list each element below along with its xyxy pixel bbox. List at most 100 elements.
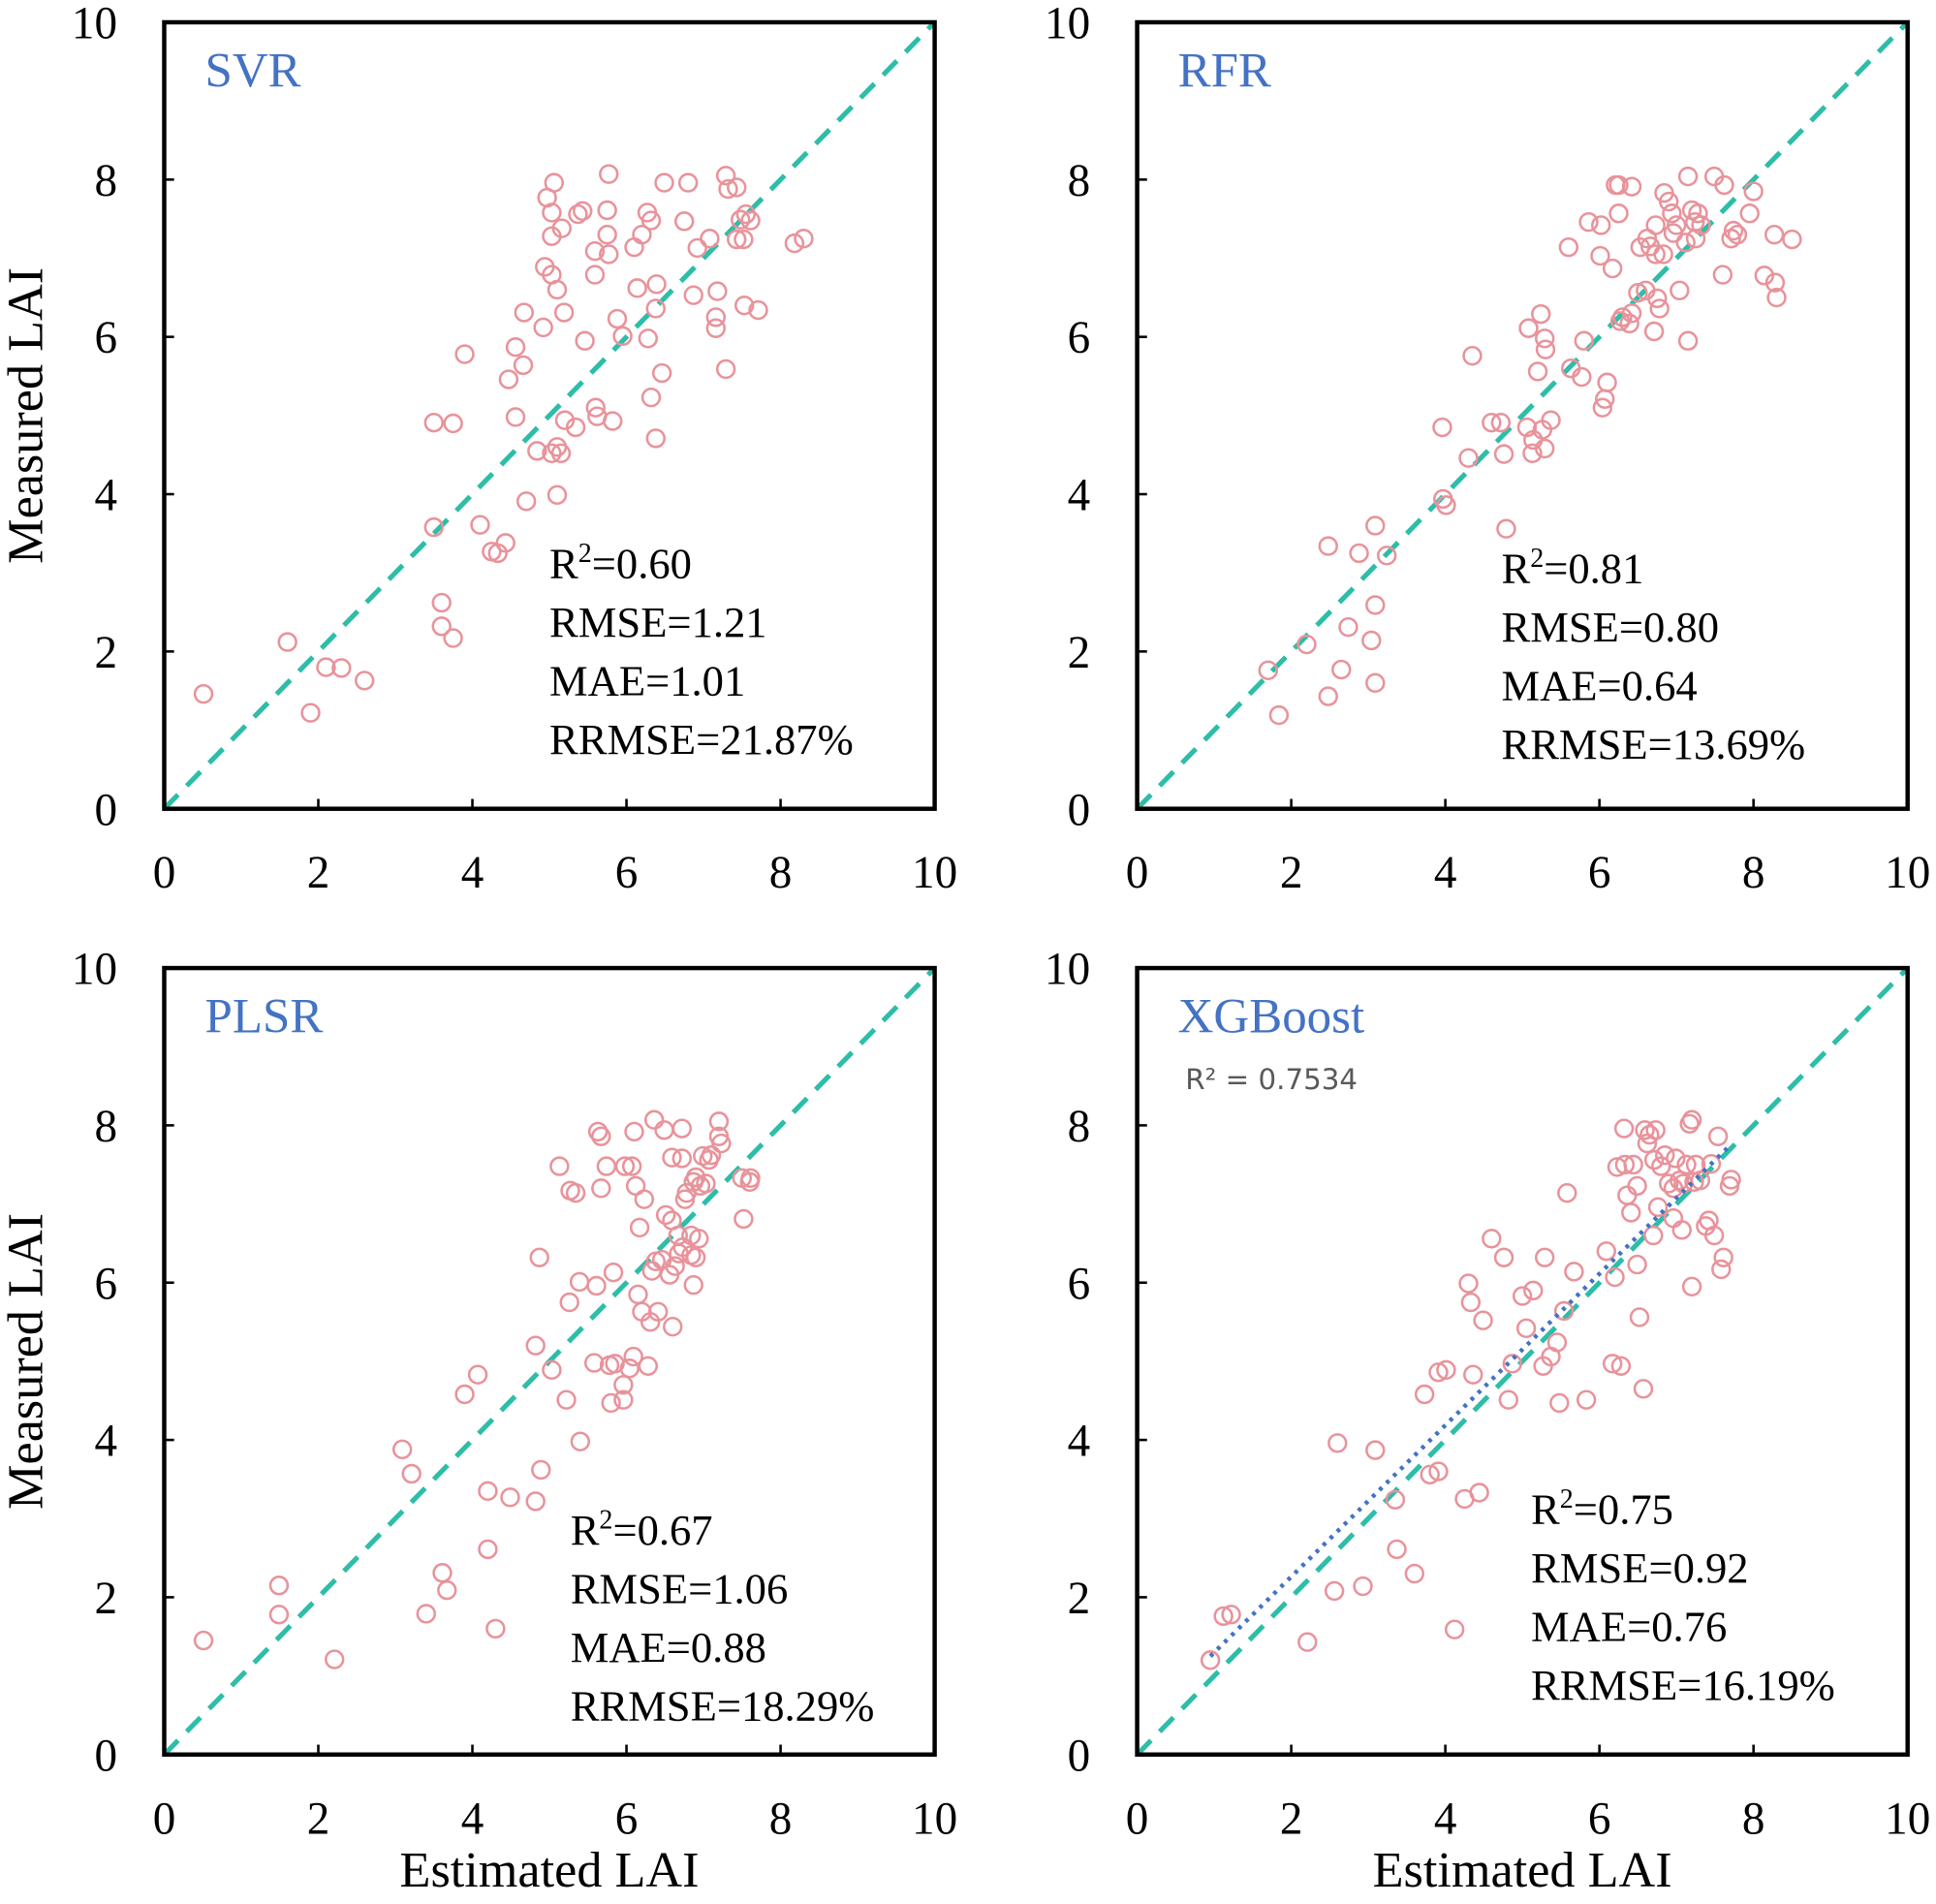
data-point	[1597, 372, 1617, 392]
data-point	[1318, 536, 1338, 556]
data-point	[1681, 1109, 1702, 1130]
data-point	[1258, 660, 1278, 681]
y-tick-label: 0	[1068, 785, 1091, 835]
data-point	[727, 229, 747, 250]
data-point	[573, 201, 593, 222]
data-point	[1541, 410, 1561, 430]
data-point	[1670, 280, 1690, 300]
data-point	[734, 1208, 754, 1230]
data-point	[515, 491, 537, 512]
data-point	[1361, 630, 1382, 651]
data-point	[1681, 1276, 1702, 1296]
data-point	[355, 671, 375, 691]
data-point	[1493, 444, 1514, 464]
data-point	[1764, 224, 1785, 245]
stat-line: RMSE=0.80	[1501, 603, 1719, 651]
data-point	[655, 1204, 676, 1226]
data-point	[316, 657, 336, 677]
stat-line: RMSE=0.92	[1531, 1544, 1749, 1592]
data-point	[1590, 245, 1610, 266]
data-point	[565, 1183, 586, 1203]
panel-plsr: 0 2 4 6 8 10 0 2 4 6 8 10 PLSR R2=0.67 RMSE=1.06 MAE=0.…	[0, 945, 957, 1898]
data-point	[1546, 1332, 1568, 1353]
y-tick-label: 4	[1068, 471, 1091, 521]
data-point	[1621, 303, 1642, 324]
data-point	[423, 412, 444, 433]
data-point	[1365, 595, 1386, 615]
x-tick-label: 6	[615, 848, 639, 898]
data-point	[597, 200, 617, 221]
data-point	[431, 616, 452, 637]
data-point	[1629, 1307, 1650, 1327]
data-point	[1666, 215, 1687, 235]
data-point	[505, 337, 526, 358]
data-point	[1712, 265, 1733, 285]
data-point	[1353, 1576, 1373, 1597]
data-point	[599, 164, 619, 184]
data-point	[687, 237, 707, 259]
data-point	[1621, 1202, 1641, 1223]
data-point	[1365, 515, 1386, 536]
data-point	[715, 166, 736, 186]
data-point	[1635, 1120, 1655, 1140]
data-point	[624, 236, 644, 258]
data-point	[529, 1247, 549, 1267]
data-point	[718, 178, 738, 200]
data-point	[1460, 1292, 1482, 1313]
data-point	[1428, 1461, 1449, 1482]
data-point	[1623, 1154, 1643, 1175]
data-point	[1766, 287, 1787, 308]
data-point	[671, 1118, 692, 1139]
x-axis-title: Estimated LAI	[400, 1842, 700, 1898]
data-point	[603, 1262, 624, 1283]
data-point	[1670, 1170, 1690, 1191]
data-point	[431, 592, 452, 613]
data-point	[1516, 417, 1538, 438]
data-point	[1482, 412, 1502, 433]
data-point	[591, 1178, 611, 1199]
data-point	[1602, 1354, 1623, 1374]
data-point	[614, 1156, 636, 1176]
data-point	[467, 1364, 488, 1385]
data-point	[1221, 1605, 1241, 1625]
data-point	[1549, 1392, 1570, 1414]
panel-rfr: 0 2 4 6 8 10 0 2 4 6 8 10 RFR R2=0.81 RMSE=0.80 MAE=0.6…	[1045, 0, 1930, 898]
data-point	[663, 1317, 683, 1337]
y-tick-label: 10	[72, 0, 117, 49]
data-point	[584, 265, 606, 285]
data-point	[1754, 265, 1774, 286]
data-point	[268, 1576, 290, 1596]
data-point	[1200, 1650, 1221, 1670]
y-tick-label: 6	[94, 313, 117, 363]
y-tick-label: 10	[72, 945, 117, 995]
data-point	[514, 302, 534, 323]
x-tick-label: 4	[1434, 848, 1457, 898]
data-point	[1714, 174, 1734, 196]
data-point	[1675, 233, 1696, 253]
stat-line: RRMSE=13.69%	[1501, 720, 1805, 768]
data-point	[651, 362, 672, 384]
data-point	[705, 307, 726, 328]
data-point	[640, 387, 662, 408]
x-tick-label: 2	[1280, 848, 1303, 898]
stat-line: R2=0.60	[549, 539, 692, 588]
data-point	[601, 1392, 621, 1414]
data-point	[1703, 1225, 1725, 1246]
data-point	[623, 1346, 643, 1367]
data-point	[662, 1147, 682, 1168]
y-tick-label: 0	[94, 1731, 117, 1781]
data-point	[1574, 330, 1594, 351]
data-point	[591, 1126, 611, 1146]
data-point	[423, 516, 444, 538]
y-tick-label: 4	[1068, 1417, 1091, 1467]
x-tick-label: 6	[615, 1794, 639, 1844]
data-point	[1462, 345, 1483, 366]
data-point	[525, 1335, 546, 1356]
x-tick-label: 0	[153, 848, 176, 898]
data-point	[603, 411, 623, 431]
data-point	[1676, 1154, 1697, 1175]
stat-line: RRMSE=21.87%	[549, 715, 854, 764]
data-point	[551, 218, 572, 238]
data-point	[705, 318, 726, 338]
data-point	[638, 328, 659, 349]
